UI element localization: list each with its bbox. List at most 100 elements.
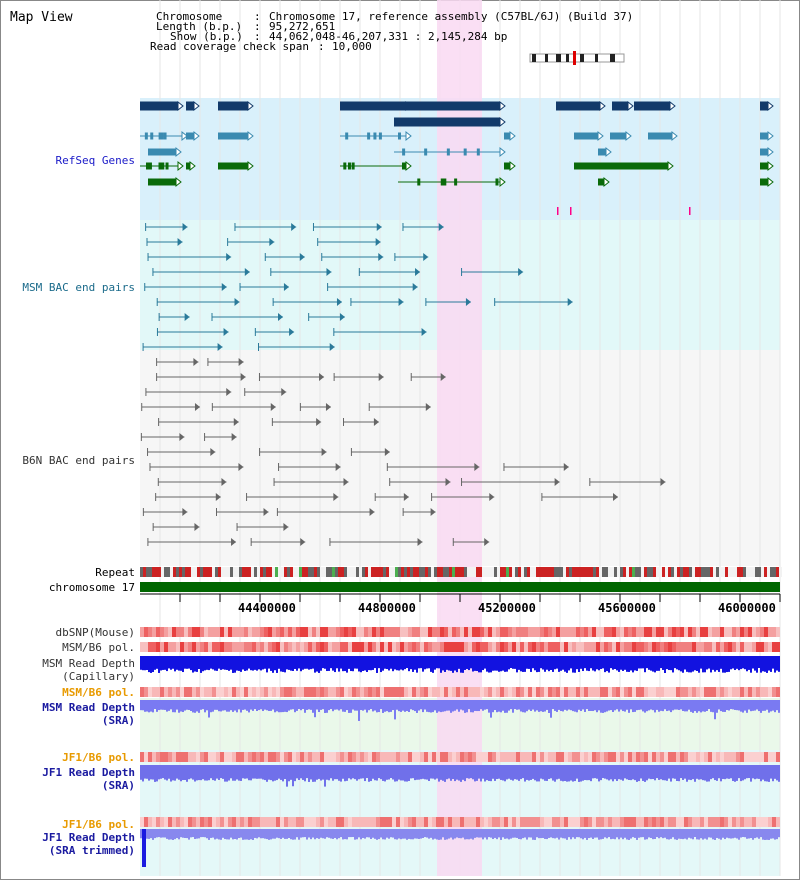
- msm-pol2-heat: [304, 687, 308, 697]
- msm-sra-depth-bar: [740, 700, 742, 712]
- msm-bac-pair-arrow: [378, 253, 384, 261]
- jf1-trimmed-depth-bar: [200, 829, 202, 838]
- jf1-sra-depth-bar: [384, 765, 386, 782]
- jf1-pol-heat: [308, 752, 312, 762]
- repeat-block: [584, 567, 587, 577]
- gene-exon: [367, 132, 371, 140]
- msm-pol2-heat: [676, 687, 680, 697]
- jf1-pol2-heat: [480, 817, 484, 827]
- jf1-sra-depth-bar: [152, 765, 154, 780]
- jf1-trimmed-depth-bar: [488, 829, 490, 838]
- msm-pol2-heat: [176, 687, 180, 697]
- msm-pol-heat: [340, 642, 344, 652]
- jf1-pol-heat: [232, 752, 236, 762]
- jf1-sra-depth-bar: [614, 765, 616, 780]
- jf1-sra-depth-bar: [724, 765, 726, 780]
- dbsnp-label[interactable]: dbSNP(Mouse): [55, 626, 135, 639]
- msm-capillary-depth-bar: [430, 656, 432, 672]
- msm-capillary-depth-bar: [574, 656, 576, 673]
- msm-sra-depth-bar: [506, 700, 508, 713]
- dbsnp-heat: [140, 627, 144, 637]
- msm-sra-depth-bar: [566, 700, 568, 711]
- b6n-bac-label[interactable]: B6N BAC end pairs: [22, 454, 135, 467]
- msm-pol2-heat: [696, 687, 700, 697]
- dbsnp-heat: [424, 627, 428, 637]
- jf1-pol2-heat: [556, 817, 560, 827]
- jf1-pol2-heat: [448, 817, 452, 827]
- jf1-trimmed-depth-bar: [238, 829, 240, 839]
- repeat-block: [716, 567, 719, 577]
- repeat-block: [569, 567, 572, 577]
- msm-sra-depth-bar: [680, 700, 682, 710]
- msm-pol2-heat: [260, 687, 264, 697]
- dbsnp-heat: [724, 627, 728, 637]
- jf1-pol2-heat: [368, 817, 372, 827]
- msm-capillary-depth-bar: [680, 656, 682, 672]
- msm-bac-label[interactable]: MSM BAC end pairs: [22, 281, 135, 294]
- msm-sra-depth-bar: [546, 700, 548, 710]
- msm-sra-depth-bar: [318, 700, 320, 713]
- msm-pol2-heat: [608, 687, 612, 697]
- jf1-sra-depth-bar: [776, 765, 778, 781]
- jf1-trimmed-depth-bar: [334, 829, 336, 838]
- repeat-block: [473, 567, 476, 577]
- msm-capillary-depth-bar: [150, 656, 152, 673]
- msm-sra-depth-bar: [282, 700, 284, 713]
- jf1-pol2-heat: [288, 817, 292, 827]
- msm-capillary-depth-bar: [766, 656, 768, 673]
- jf1-pol2-heat: [232, 817, 236, 827]
- msm-b6-pol-2-label[interactable]: MSM/B6 pol.: [62, 686, 135, 699]
- dbsnp-heat: [308, 627, 312, 637]
- jf1-sra-depth-bar: [288, 765, 290, 782]
- refseq-genes-label[interactable]: RefSeq Genes: [55, 154, 135, 167]
- jf1-pol-heat: [660, 752, 664, 762]
- msm-capillary-depth-bar: [406, 656, 408, 669]
- msm-sra-depth-bar: [432, 700, 434, 713]
- msm-bac-pair-arrow: [375, 238, 381, 246]
- jf1-read-depth-sra-label[interactable]: JF1 Read Depth: [42, 766, 135, 779]
- jf1-trimmed-depth-bar: [752, 829, 754, 840]
- jf1-trimmed-depth-bar: [684, 829, 686, 839]
- msm-capillary-depth-bar: [506, 656, 508, 672]
- msm-capillary-depth-bar: [570, 656, 572, 669]
- msm-bac-pair-arrow: [465, 298, 471, 306]
- msm-pol-heat: [388, 642, 392, 652]
- msm-sra-depth-bar: [684, 700, 686, 712]
- msm-pol-heat: [632, 642, 636, 652]
- jf1-pol2-heat: [508, 817, 512, 827]
- dbsnp-heat: [672, 627, 676, 637]
- gene-strand-arrow: [499, 176, 506, 188]
- msm-capillary-depth-bar: [588, 656, 590, 672]
- msm-sra-depth-bar: [496, 700, 498, 713]
- msm-pol2-heat: [740, 687, 744, 697]
- b6n-bac-pair-arrow: [231, 433, 237, 441]
- jf1-sra-depth-bar: [408, 765, 410, 781]
- msm-capillary-depth-bar: [202, 656, 204, 672]
- jf1-sra-depth-bar: [446, 765, 448, 780]
- msm-read-depth-sra-label[interactable]: MSM Read Depth: [42, 701, 135, 714]
- msm-sra-depth-bar: [560, 700, 562, 712]
- dbsnp-heat: [624, 627, 628, 637]
- jf1-pol-heat: [216, 752, 220, 762]
- dbsnp-heat: [612, 627, 616, 637]
- msm-sra-depth-bar: [762, 700, 764, 711]
- msm-sra-depth-bar: [260, 700, 262, 710]
- jf1-sra-depth-bar: [532, 765, 534, 779]
- jf1-trimmed-depth-bar: [310, 829, 312, 840]
- msm-sra-depth-bar: [616, 700, 618, 710]
- msm-pol2-heat: [556, 687, 560, 697]
- jf1-pol2-heat: [564, 817, 568, 827]
- jf1-read-depth-trimmed-label[interactable]: JF1 Read Depth: [42, 831, 135, 844]
- jf1-sra-depth-bar: [480, 765, 482, 782]
- repeat-block: [677, 567, 680, 577]
- jf1-b6-pol-2-label[interactable]: JF1/B6 pol.: [62, 818, 135, 831]
- dbsnp-heat: [168, 627, 172, 637]
- jf1-trimmed-depth-bar: [772, 829, 774, 839]
- msm-pol2-heat: [348, 687, 352, 697]
- jf1-pol2-heat: [732, 817, 736, 827]
- msm-b6-pol-label[interactable]: MSM/B6 pol.: [62, 641, 135, 654]
- msm-read-depth-capillary-label[interactable]: MSM Read Depth: [42, 657, 135, 670]
- dbsnp-heat: [452, 627, 456, 637]
- jf1-b6-pol-label[interactable]: JF1/B6 pol.: [62, 751, 135, 764]
- msm-capillary-depth-bar: [428, 656, 430, 669]
